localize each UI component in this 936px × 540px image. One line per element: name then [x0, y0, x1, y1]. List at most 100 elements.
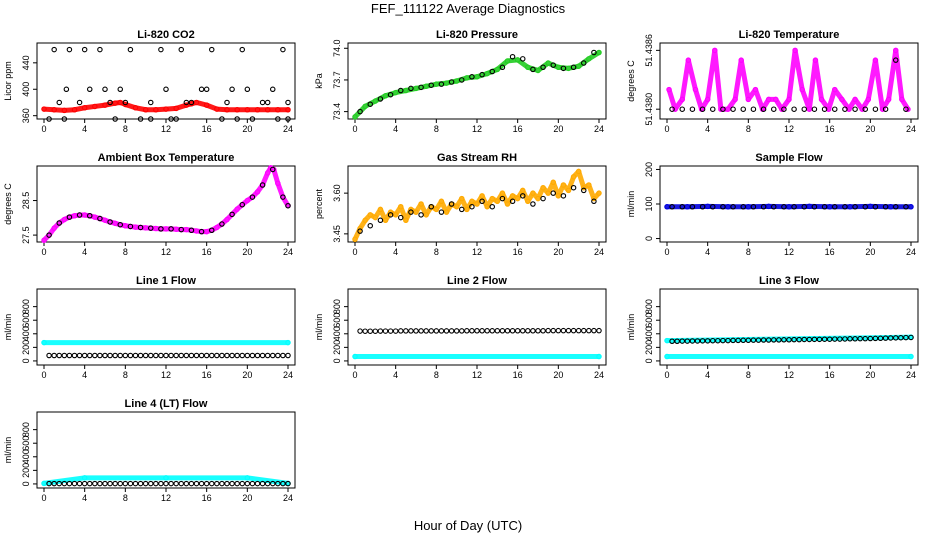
data-point — [244, 197, 251, 204]
data-point — [859, 106, 865, 112]
data-point — [158, 480, 164, 487]
data-point — [41, 106, 47, 112]
page-title: FEF_111122 Average Diagnostics — [370, 1, 566, 16]
data-point — [712, 47, 718, 54]
data-point — [494, 328, 501, 334]
data-point — [433, 206, 440, 213]
x-tick-label: 20 — [553, 124, 563, 134]
data-point — [519, 193, 526, 199]
data-point — [209, 480, 215, 487]
data-point — [137, 480, 144, 487]
data-point — [821, 336, 828, 342]
data-point — [254, 480, 261, 487]
data-point — [163, 480, 169, 487]
data-point — [66, 214, 73, 220]
data-point — [107, 352, 113, 359]
data-point — [811, 204, 818, 210]
x-tick-label: 0 — [664, 370, 669, 380]
data-point — [750, 204, 757, 210]
data-point — [51, 480, 57, 487]
data-point — [214, 480, 220, 487]
data-point — [831, 204, 838, 210]
data-point — [732, 96, 738, 103]
series-line-3-avg- — [669, 334, 914, 344]
data-point — [244, 475, 251, 481]
panel-title: Li-820 CO2 — [137, 29, 194, 41]
data-point — [474, 328, 480, 334]
data-point — [178, 480, 185, 487]
x-tick-label: 4 — [82, 493, 87, 503]
data-point — [428, 203, 434, 210]
data-point — [280, 480, 286, 487]
data-point — [203, 352, 210, 359]
data-point — [745, 96, 752, 103]
data-point — [709, 204, 716, 210]
data-point — [464, 75, 470, 81]
data-point — [704, 96, 711, 103]
data-point — [423, 83, 429, 90]
data-point — [730, 106, 736, 112]
data-point — [112, 480, 118, 487]
data-point — [679, 338, 685, 344]
data-point — [71, 352, 78, 359]
data-point — [163, 106, 169, 112]
data-point — [102, 352, 108, 359]
x-tick-label: 24 — [906, 370, 916, 380]
data-point — [362, 103, 368, 110]
data-point — [112, 352, 118, 359]
data-point — [203, 102, 210, 108]
data-point — [51, 225, 57, 231]
y-tick-label: 200 — [21, 463, 31, 478]
y-tick-label: 600 — [21, 436, 31, 451]
data-point — [806, 336, 813, 343]
data-point — [882, 335, 889, 341]
data-point — [408, 206, 414, 213]
panel-6: Line 1 Flow ml/min 0 4 8 12 16 20 24 0 20040060080… — [3, 275, 296, 380]
data-point — [56, 220, 62, 226]
x-tick-label: 24 — [283, 493, 293, 503]
data-point — [545, 190, 551, 196]
data-point — [219, 352, 225, 359]
data-point — [489, 328, 495, 334]
data-point — [591, 49, 597, 56]
data-point — [765, 337, 772, 343]
plot-frame — [347, 42, 607, 120]
data-point — [575, 63, 582, 69]
plot-frame — [659, 165, 919, 243]
y-axis-label: ml/min — [3, 314, 13, 341]
y-tick-label: 0 — [21, 358, 31, 363]
data-point — [570, 327, 577, 334]
data-point — [244, 352, 251, 359]
x-tick-label: 20 — [865, 370, 875, 380]
data-point — [786, 204, 792, 210]
data-point — [694, 338, 701, 344]
data-point — [540, 64, 546, 71]
data-point — [219, 480, 225, 487]
data-point — [689, 106, 696, 112]
data-point — [87, 480, 93, 487]
data-point — [504, 58, 511, 64]
data-point — [908, 334, 914, 341]
x-tick-label: 16 — [825, 247, 835, 257]
data-point — [773, 96, 779, 103]
x-tick-label: 24 — [283, 370, 293, 380]
series-line-4-avg- — [46, 480, 291, 487]
data-point — [679, 106, 685, 112]
data-point — [458, 206, 465, 213]
data-point — [484, 328, 490, 334]
data-point — [372, 328, 379, 334]
data-point — [750, 337, 757, 343]
data-point — [882, 106, 889, 112]
data-point — [818, 96, 825, 103]
data-point — [41, 480, 47, 487]
series-temperature-avg- — [669, 57, 909, 112]
data-point — [770, 337, 777, 343]
data-point — [679, 96, 685, 103]
y-axis-label: degrees C — [626, 60, 636, 102]
x-tick-label: 0 — [664, 247, 669, 257]
y-tick-label: 400 — [21, 82, 31, 97]
x-tick-label: 4 — [82, 247, 87, 257]
series-sample-flow-raw- — [664, 203, 914, 210]
data-point — [842, 106, 848, 112]
data-point — [137, 352, 144, 359]
